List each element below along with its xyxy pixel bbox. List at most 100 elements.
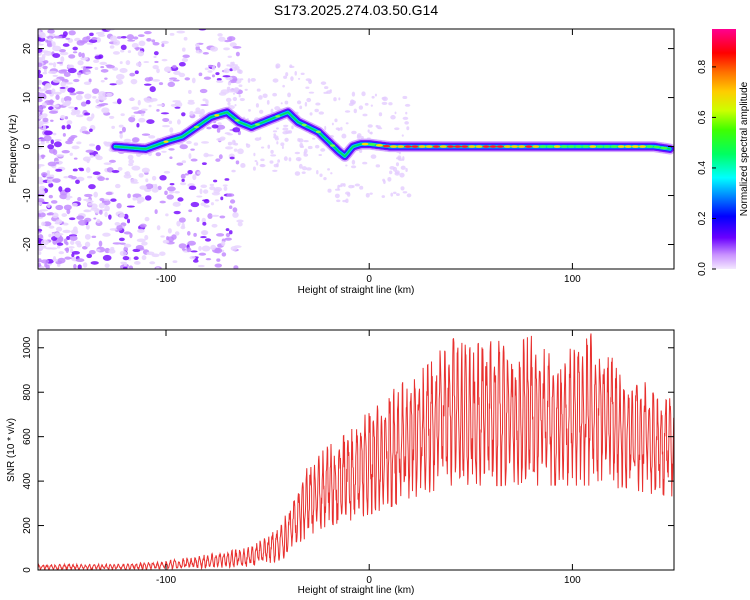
spectrogram-noise-blob	[402, 191, 408, 194]
spectrogram-noise-blob	[127, 218, 131, 224]
spectrogram-noise-blob	[188, 153, 192, 159]
spectrogram-noise-blob	[123, 174, 132, 179]
spectrogram-noise-blob	[267, 144, 271, 149]
spectrogram-noise-blob	[229, 199, 236, 204]
spectrogram-noise-blob	[405, 167, 408, 173]
spectrogram-hotspot	[489, 145, 497, 148]
spectrogram-noise-blob	[381, 195, 386, 199]
spectrogram-noise-blob	[84, 233, 91, 240]
spectrogram-noise-blob	[116, 98, 122, 105]
spectrogram-noise-blob	[38, 234, 44, 240]
spectrogram-noise-blob	[161, 58, 168, 62]
spectrogram-noise-blob	[284, 137, 289, 142]
spectrogram-noise-blob	[270, 149, 274, 154]
spectrogram-noise-blob	[68, 54, 76, 59]
spectrogram-noise-blob	[402, 116, 409, 120]
spectrogram-noise-blob	[48, 225, 55, 229]
spectrogram-noise-blob	[45, 89, 54, 95]
spectrogram-noise-blob	[136, 122, 140, 128]
spectrogram-noise-blob	[337, 184, 340, 190]
spectrogram-noise-blob	[159, 251, 166, 256]
spectrogram-noise-blob	[259, 164, 265, 167]
spectrogram-hotspot	[532, 145, 540, 148]
spectrogram-noise-blob	[60, 56, 65, 63]
spectrogram-noise-blob	[111, 169, 120, 173]
spectrogram-noise-blob	[200, 202, 206, 206]
spectrogram-noise-blob	[187, 170, 193, 175]
spectrogram-noise-blob	[38, 178, 45, 185]
spectrogram-hotspot	[475, 145, 483, 148]
spectrogram-noise-blob	[93, 46, 97, 50]
spectrogram-noise-blob	[42, 94, 47, 100]
spectrogram-noise-blob	[68, 106, 75, 109]
spectrogram-noise-blob	[100, 80, 105, 83]
spectrogram-noise-blob	[126, 205, 135, 208]
snr-frame	[37, 329, 675, 571]
spectrogram-noise-blob	[176, 162, 184, 166]
spectrogram-noise-blob	[186, 231, 191, 236]
spectrogram-noise-blob	[178, 62, 186, 67]
spectrogram-noise-blob	[211, 74, 216, 78]
spectrogram-noise-blob	[184, 77, 191, 81]
spectrogram-noise-blob	[152, 79, 161, 82]
spectrogram-noise-blob	[133, 256, 139, 261]
spectrogram-hotspot	[624, 145, 632, 148]
spectrogram-noise-blob	[138, 40, 146, 47]
spectrogram-noise-blob	[201, 141, 210, 144]
spectrogram-noise-blob	[378, 112, 383, 117]
spectrogram-noise-blob	[64, 116, 69, 120]
spectrogram-noise-blob	[81, 130, 89, 134]
spectrogram-hotspot	[404, 145, 412, 148]
colorbar-tick-label: 0.4	[697, 161, 708, 175]
spectrogram-noise-blob	[48, 62, 54, 66]
spectrogram-noise-blob	[273, 133, 277, 137]
spectrogram-hotspot	[254, 123, 260, 126]
spectrogram-hotspot	[193, 125, 199, 129]
spectrogram-noise-blob	[64, 187, 71, 193]
spectrogram-noise-blob	[199, 188, 203, 195]
colorbar-tick-label: 0.0	[697, 262, 708, 276]
spectrogram-noise-blob	[95, 31, 105, 35]
spectrogram-noise-blob	[72, 46, 78, 51]
spectrogram-noise-blob	[181, 57, 189, 63]
spectrogram-noise-blob	[172, 201, 181, 207]
spectrogram-noise-blob	[395, 162, 400, 167]
spectrogram-noise-blob	[129, 232, 133, 239]
spectrogram-noise-blob	[229, 42, 237, 48]
spectrogram-noise-blob	[255, 103, 259, 108]
spectrogram-noise-blob	[63, 95, 72, 102]
spectrogram-noise-blob	[141, 108, 148, 111]
spectrogram-noise-blob	[42, 125, 47, 131]
spectrogram-noise-blob	[269, 160, 274, 164]
spectrogram-noise-blob	[84, 209, 90, 212]
spectrogram-noise-blob	[148, 135, 156, 139]
spectrogram-noise-blob	[99, 61, 108, 66]
spectrogram-noise-blob	[38, 228, 43, 232]
spectrogram-noise-blob	[91, 36, 98, 41]
spectrogram-noise-blob	[179, 144, 188, 150]
spectrogram-noise-blob	[166, 194, 174, 200]
spectrogram-noise-blob	[93, 191, 98, 198]
spectrogram-noise-blob	[335, 127, 340, 131]
spectrogram-noise-blob	[71, 250, 80, 255]
spectrogram-noise-blob	[58, 251, 65, 255]
spectrogram-noise-blob	[62, 132, 66, 137]
spectrogram-noise-blob	[83, 112, 91, 116]
spectrogram-noise-blob	[38, 147, 43, 150]
spectrogram-noise-blob	[218, 36, 226, 42]
spectrogram-noise-blob	[195, 43, 200, 48]
spectrogram-noise-blob	[65, 85, 69, 90]
spectrogram-noise-blob	[52, 255, 57, 262]
spectrogram-noise-blob	[196, 217, 200, 223]
spectrogram-noise-blob	[51, 236, 58, 241]
spectrogram-noise-blob	[233, 142, 239, 146]
spectrogram-noise-blob	[38, 36, 41, 42]
spectrogram-noise-blob	[190, 250, 198, 253]
spectrogram-noise-blob	[187, 101, 195, 105]
spectrogram-hotspot	[525, 145, 533, 148]
spectrogram-noise-blob	[144, 195, 152, 201]
spectrogram-noise-blob	[216, 78, 222, 81]
colorbar-tick-label: 0.6	[697, 110, 708, 124]
spectrogram-noise-blob	[62, 229, 71, 234]
spectrogram-noise-blob	[90, 261, 99, 265]
